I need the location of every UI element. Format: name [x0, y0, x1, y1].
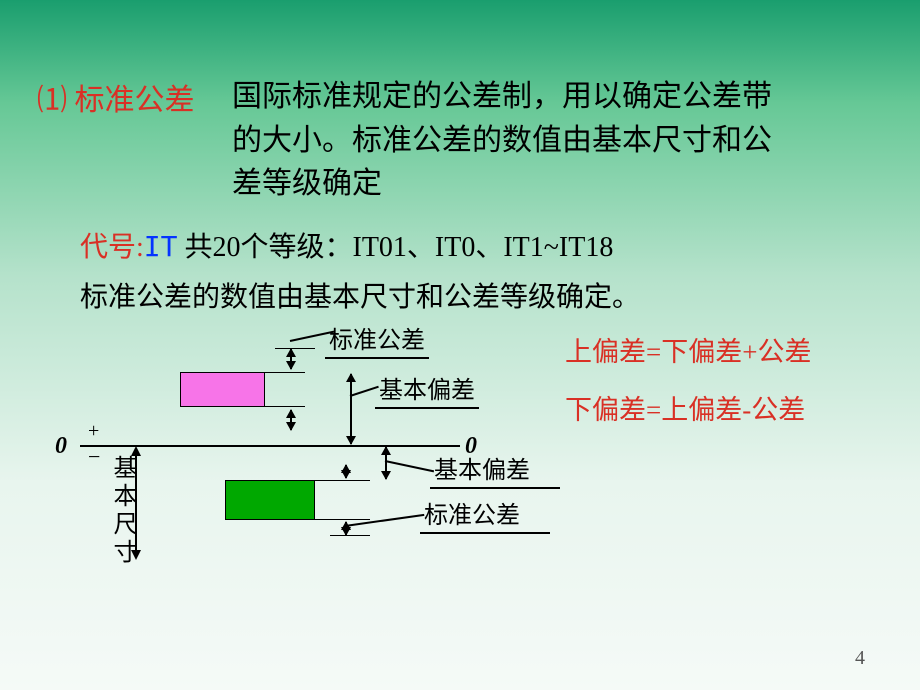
- lower-tolerance-ext: [315, 480, 370, 520]
- tolerance-diagram: 0 0 + − 基本尺寸 标准公差 基本偏差 基本偏差 标准公差: [50, 320, 570, 580]
- code-it: IT: [144, 230, 178, 263]
- code-line: 代号:IT 共20个等级：IT01、IT0、IT1~IT18: [80, 225, 613, 265]
- dim-arrow-basic-upper: [350, 374, 352, 444]
- lower-tolerance-box: [225, 480, 315, 520]
- basic-dimension-arrow: [135, 448, 137, 558]
- label-std-tolerance-upper: 标准公差: [325, 320, 429, 359]
- zero-label-left: 0: [55, 433, 67, 460]
- description-text: 国际标准规定的公差制，用以确定公差带的大小。标准公差的数值由基本尺寸和公差等级确…: [232, 75, 792, 206]
- subline-text: 标准公差的数值由基本尺寸和公差等级确定。: [80, 275, 640, 315]
- label-basic-deviation-upper: 基本偏差: [375, 370, 479, 409]
- slide: ⑴ 标准公差 国际标准规定的公差制，用以确定公差带的大小。标准公差的数值由基本尺…: [0, 0, 920, 690]
- section-heading: ⑴ 标准公差: [37, 75, 195, 119]
- dim-arrow-std-lower-a: [345, 465, 347, 478]
- leader-basic-lower: [385, 460, 434, 472]
- formula-lower-deviation: 下偏差=上偏差-公差: [565, 388, 805, 427]
- code-label: 代号:: [80, 232, 144, 263]
- dim-arrow-std-upper-a: [290, 349, 292, 369]
- label-basic-deviation-lower: 基本偏差: [430, 450, 560, 489]
- minus-sign: −: [88, 444, 100, 470]
- plus-sign: +: [88, 420, 99, 443]
- tick-line-2: [330, 535, 370, 536]
- page-number: 4: [855, 647, 865, 670]
- upper-tolerance-ext: [265, 372, 305, 407]
- upper-tolerance-box: [180, 372, 265, 407]
- code-grades: 共20个等级：IT01、IT0、IT1~IT18: [178, 232, 614, 263]
- dim-arrow-std-upper-b: [290, 410, 292, 430]
- formula-upper-deviation: 上偏差=下偏差+公差: [565, 330, 811, 369]
- label-std-tolerance-lower: 标准公差: [420, 495, 550, 534]
- dim-arrow-basic-lower: [385, 447, 387, 479]
